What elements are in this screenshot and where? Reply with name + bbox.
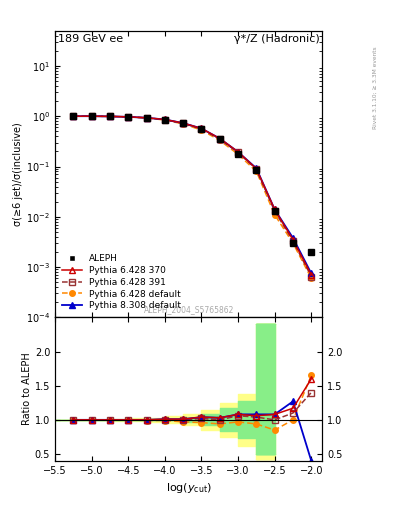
Pythia 6.428 370: [217, 136, 222, 142]
Pythia 8.308 default: [181, 120, 185, 126]
Pythia 6.428 391: [162, 117, 167, 123]
Pythia 6.428 391: [89, 113, 94, 119]
Text: γ*/Z (Hadronic): γ*/Z (Hadronic): [234, 34, 320, 44]
Pythia 8.308 default: [309, 270, 314, 276]
Pythia 8.308 default: [272, 206, 277, 212]
Pythia 6.428 370: [71, 113, 76, 119]
Pythia 6.428 391: [217, 136, 222, 142]
Text: Rivet 3.1.10; ≥ 3.3M events: Rivet 3.1.10; ≥ 3.3M events: [373, 47, 378, 130]
Text: 189 GeV ee: 189 GeV ee: [58, 34, 123, 44]
Pythia 6.428 370: [144, 115, 149, 121]
Pythia 8.308 default: [71, 113, 76, 119]
Pythia 6.428 default: [290, 240, 295, 246]
Pythia 6.428 default: [309, 275, 314, 282]
Pythia 6.428 391: [71, 113, 76, 119]
Pythia 6.428 370: [290, 237, 295, 243]
Pythia 6.428 370: [199, 125, 204, 132]
Pythia 6.428 391: [144, 115, 149, 121]
Pythia 6.428 default: [272, 211, 277, 218]
Pythia 8.308 default: [199, 125, 204, 132]
Pythia 6.428 370: [236, 149, 241, 155]
Pythia 8.308 default: [108, 113, 112, 119]
Pythia 8.308 default: [144, 115, 149, 121]
Pythia 6.428 370: [126, 114, 130, 120]
Pythia 6.428 default: [254, 168, 259, 175]
Pythia 6.428 391: [290, 238, 295, 244]
Pythia 6.428 default: [217, 137, 222, 143]
Pythia 6.428 370: [309, 272, 314, 278]
Pythia 8.308 default: [162, 116, 167, 122]
Pythia 6.428 391: [309, 273, 314, 280]
Pythia 6.428 default: [236, 151, 241, 157]
Pythia 6.428 default: [144, 115, 149, 121]
Pythia 6.428 391: [254, 166, 259, 173]
Pythia 6.428 default: [71, 113, 76, 119]
Line: Pythia 6.428 391: Pythia 6.428 391: [71, 114, 314, 280]
Line: Pythia 6.428 default: Pythia 6.428 default: [71, 114, 314, 281]
Y-axis label: Ratio to ALEPH: Ratio to ALEPH: [22, 353, 32, 425]
Pythia 8.308 default: [126, 114, 130, 120]
Pythia 6.428 default: [108, 113, 112, 119]
Pythia 6.428 default: [199, 127, 204, 133]
Pythia 6.428 default: [181, 121, 185, 127]
Line: Pythia 8.308 default: Pythia 8.308 default: [71, 114, 314, 276]
Pythia 8.308 default: [217, 136, 222, 142]
Pythia 6.428 370: [108, 113, 112, 119]
Pythia 6.428 default: [89, 113, 94, 119]
Pythia 6.428 391: [236, 150, 241, 156]
Pythia 6.428 391: [181, 120, 185, 126]
Pythia 6.428 370: [254, 166, 259, 172]
Pythia 8.308 default: [254, 165, 259, 172]
Pythia 8.308 default: [89, 113, 94, 119]
Pythia 6.428 default: [162, 117, 167, 123]
Pythia 6.428 370: [89, 113, 94, 119]
Pythia 6.428 391: [108, 113, 112, 119]
Y-axis label: σ(≥6 jet)/σ(inclusive): σ(≥6 jet)/σ(inclusive): [13, 122, 23, 226]
Pythia 6.428 370: [181, 120, 185, 126]
Pythia 6.428 391: [199, 126, 204, 132]
X-axis label: $\mathrm{log}(y_{\mathrm{cut}})$: $\mathrm{log}(y_{\mathrm{cut}})$: [166, 481, 211, 495]
Line: Pythia 6.428 370: Pythia 6.428 370: [71, 114, 314, 278]
Pythia 6.428 default: [126, 114, 130, 120]
Pythia 6.428 391: [126, 114, 130, 120]
Pythia 6.428 370: [272, 206, 277, 212]
Legend: ALEPH, Pythia 6.428 370, Pythia 6.428 391, Pythia 6.428 default, Pythia 8.308 de: ALEPH, Pythia 6.428 370, Pythia 6.428 39…: [59, 252, 184, 313]
Pythia 6.428 370: [162, 116, 167, 122]
Text: ALEPH_2004_S5765862: ALEPH_2004_S5765862: [143, 306, 234, 314]
Pythia 8.308 default: [236, 149, 241, 155]
Pythia 8.308 default: [290, 235, 295, 241]
Pythia 6.428 391: [272, 208, 277, 214]
